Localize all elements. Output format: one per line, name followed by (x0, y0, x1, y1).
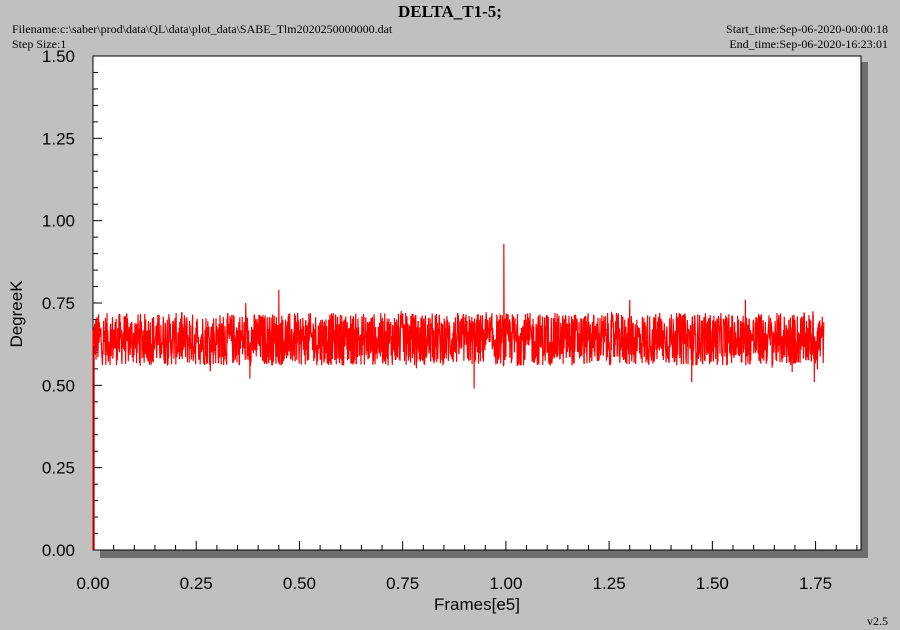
x-tick-label: 1.25 (593, 574, 626, 593)
tick-labels: 0.00 0.25 0.50 0.75 1.00 1.25 1.50 0.00 0.25 0.50… (42, 47, 832, 593)
y-tick-label: 0.50 (42, 376, 75, 395)
series-group (92, 243, 825, 550)
y-tick-label: 0.25 (42, 459, 75, 478)
x-tick-label: 1.50 (696, 574, 729, 593)
y-axis-title: DegreeK (7, 280, 26, 348)
y-tick-label: 0.75 (42, 294, 75, 313)
y-tick-label: 1.00 (42, 212, 75, 231)
x-tick-label: 0.25 (180, 574, 213, 593)
y-tick-label: 1.25 (42, 129, 75, 148)
x-tick-label: 0.75 (386, 574, 419, 593)
plot-area (92, 55, 862, 551)
filename-label: Filename:c:\saber\prod\data\QL\data\plot… (12, 22, 393, 36)
x-tick-label: 1.75 (799, 574, 832, 593)
series-line (92, 243, 825, 550)
end-time-label: End_time:Sep-06-2020-16:23:01 (729, 37, 888, 51)
y-tick-label: 0.00 (42, 541, 75, 560)
version-label: v2.5 (867, 614, 888, 628)
step-size-label: Step Size:1 (12, 37, 67, 51)
x-axis-title: Frames[e5] (434, 595, 520, 614)
start-time-label: Start_time:Sep-06-2020-00:00:18 (726, 22, 888, 36)
x-tick-label: 1.00 (489, 574, 522, 593)
y-tick-label: 1.50 (42, 47, 75, 66)
chart-title: DELTA_T1-5; (398, 2, 502, 21)
x-tick-label: 0.00 (76, 574, 109, 593)
x-tick-label: 0.50 (283, 574, 316, 593)
